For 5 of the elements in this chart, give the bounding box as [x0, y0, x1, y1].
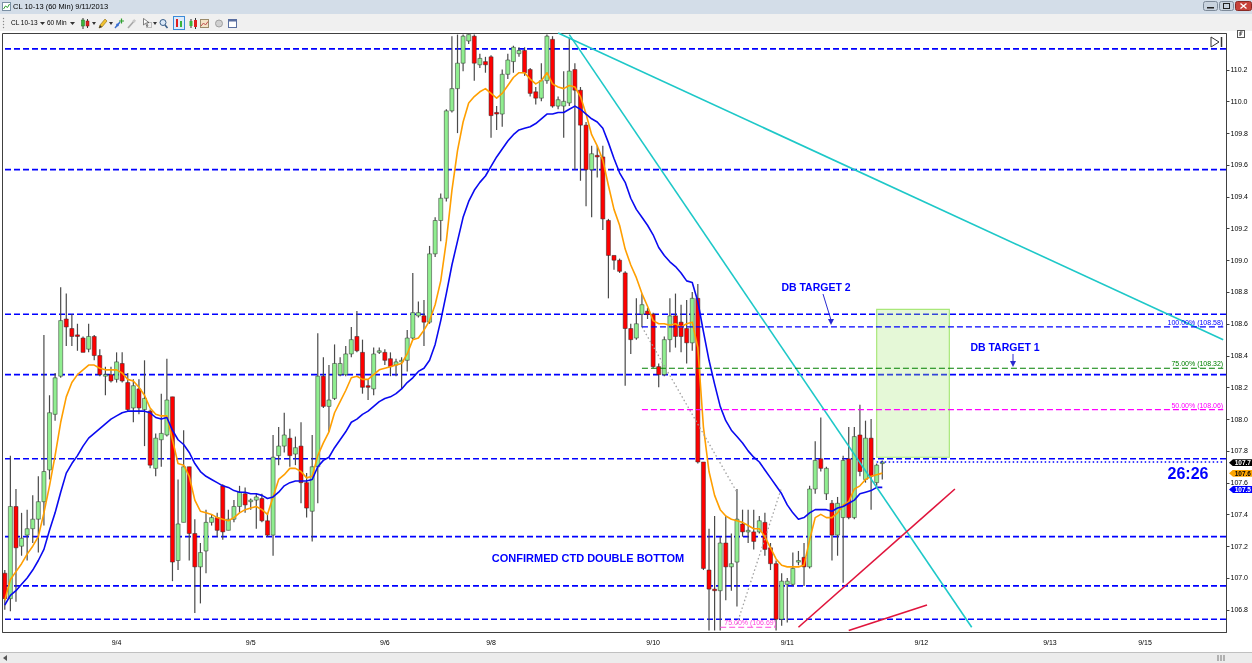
annotation: CONFIRMED CTD DOUBLE BOTTOM	[491, 551, 685, 564]
annotation: 26:26	[1167, 465, 1209, 482]
annotation: DB TARGET 1	[970, 340, 1040, 353]
candlestick	[880, 459, 885, 481]
annotation: DB TARGET 2	[781, 280, 851, 293]
